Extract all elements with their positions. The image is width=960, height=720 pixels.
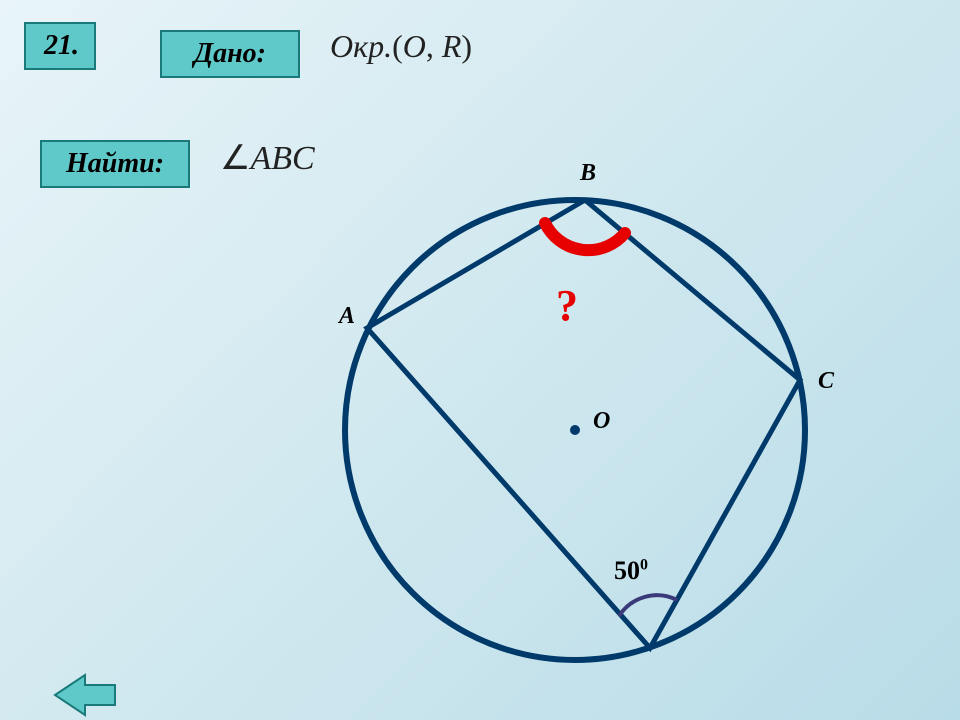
point-C-label: C <box>818 368 834 395</box>
point-O-label: O <box>593 408 610 435</box>
point-B-label: B <box>580 160 596 187</box>
angle-B-arc <box>545 223 625 250</box>
angle-D-value: 500 <box>614 556 648 586</box>
center-point-O <box>570 425 580 435</box>
geometry-diagram <box>0 0 960 720</box>
angle-B-question-mark: ? <box>556 280 578 331</box>
point-A-label: A <box>339 303 355 330</box>
arrow-left-icon <box>50 670 120 720</box>
